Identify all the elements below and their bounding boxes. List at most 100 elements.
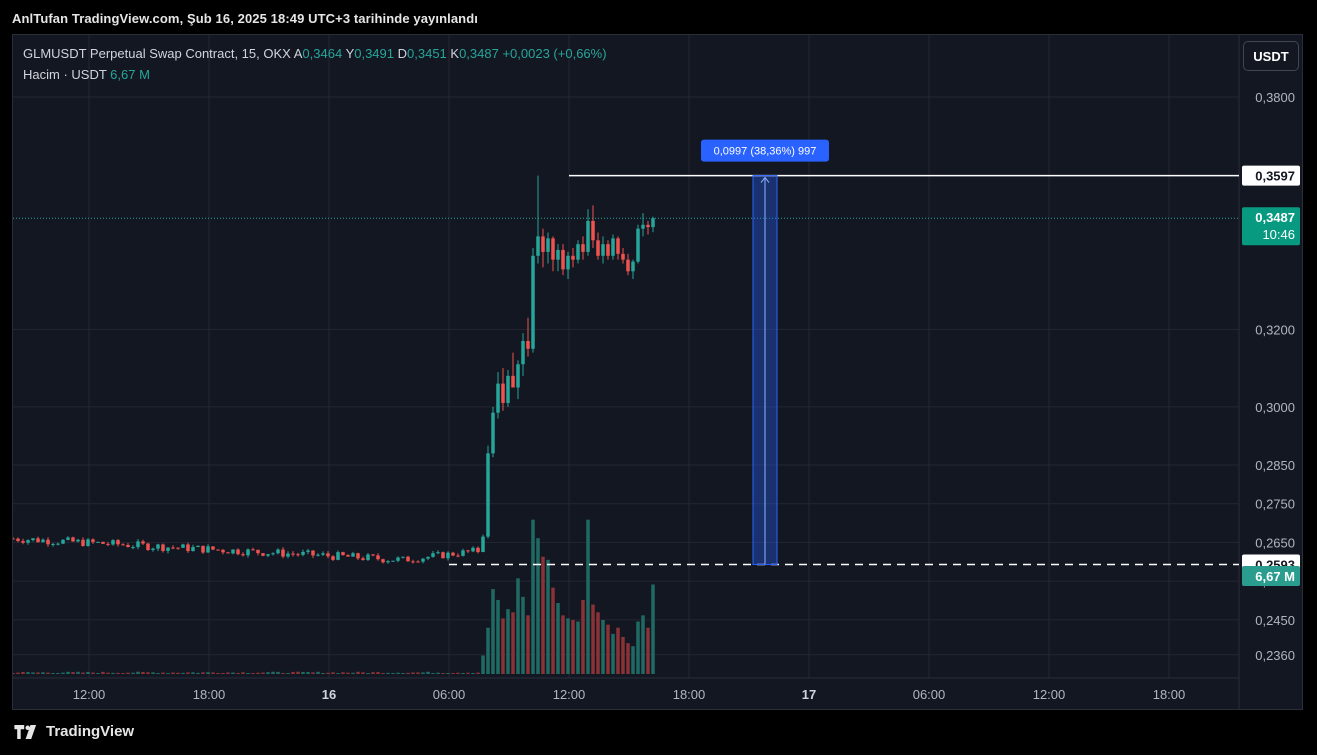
chart-frame[interactable]: 0,0997 (38,36%) 997 0,3800 0,3200 0,3000 0,2… bbox=[12, 34, 1303, 710]
volume-bar bbox=[306, 672, 310, 674]
candle-body bbox=[606, 244, 610, 256]
volume-legend: Hacim · USDT 6,67 M bbox=[23, 67, 150, 82]
volume-bar bbox=[556, 603, 560, 674]
candle-body bbox=[16, 538, 20, 542]
volume-bar bbox=[461, 673, 465, 674]
candle-body bbox=[286, 553, 290, 557]
candle-body bbox=[251, 549, 255, 551]
volume-bar bbox=[436, 672, 440, 674]
candle-body bbox=[231, 549, 235, 554]
open-label: A bbox=[293, 46, 303, 61]
volume-bar bbox=[146, 672, 150, 674]
candle-body bbox=[186, 544, 190, 552]
volume-bar bbox=[41, 672, 45, 674]
candle-body bbox=[321, 553, 325, 555]
time-tick-label: 06:00 bbox=[913, 687, 946, 702]
volume-bar bbox=[636, 621, 640, 674]
candle-body bbox=[106, 543, 110, 545]
candle-body bbox=[126, 544, 130, 548]
symbol-title[interactable]: GLMUSDT Perpetual Swap Contract, 15, OKX bbox=[23, 46, 291, 61]
candle-body bbox=[461, 550, 465, 556]
volume-bar bbox=[106, 672, 110, 674]
volume-bar bbox=[516, 578, 520, 674]
candle-body bbox=[166, 547, 170, 551]
volume-bar bbox=[586, 519, 590, 674]
volume-bar bbox=[546, 559, 550, 674]
footer-brand[interactable]: TradingView bbox=[14, 723, 134, 740]
candle-body bbox=[36, 538, 40, 543]
currency-button[interactable]: USDT bbox=[1243, 41, 1299, 71]
time-tick-label: 06:00 bbox=[433, 687, 466, 702]
candle-body bbox=[571, 255, 575, 260]
volume-bar bbox=[596, 612, 600, 674]
candle-body bbox=[191, 547, 195, 552]
high-value: 0,3491 bbox=[354, 46, 394, 61]
candle-body bbox=[566, 255, 570, 270]
measure-top-price-badge-bg bbox=[1242, 165, 1300, 186]
candle-body bbox=[396, 557, 400, 561]
time-tick-label: 12:00 bbox=[1033, 687, 1066, 702]
candle-body bbox=[501, 383, 505, 403]
current-price-badge-bg bbox=[1242, 207, 1300, 246]
volume-label[interactable]: Hacim · USDT bbox=[23, 67, 107, 82]
candle-body bbox=[176, 547, 180, 549]
candle-body bbox=[66, 537, 70, 540]
candle-body bbox=[146, 543, 150, 550]
candle-body bbox=[441, 552, 445, 559]
volume-bar bbox=[646, 627, 650, 674]
candle-body bbox=[486, 453, 490, 537]
candle-body bbox=[121, 544, 125, 546]
volume-bar bbox=[281, 672, 285, 674]
open-value: 0,3464 bbox=[302, 46, 343, 61]
candle-body bbox=[366, 554, 370, 560]
candle-body bbox=[551, 238, 555, 260]
candle-body bbox=[151, 548, 155, 550]
volume-bar bbox=[601, 619, 605, 674]
price-tick-label: 0,3800 bbox=[1255, 90, 1295, 105]
volume-bar bbox=[61, 672, 65, 674]
candle-body bbox=[416, 561, 420, 563]
time-tick-label: 12:00 bbox=[73, 687, 106, 702]
volume-bar bbox=[181, 672, 185, 674]
volume-bar bbox=[36, 672, 40, 674]
candle-body bbox=[206, 546, 210, 553]
measure-top-price-badge: 0,3597 bbox=[1255, 169, 1295, 184]
volume-bar bbox=[496, 599, 500, 674]
candle-body bbox=[261, 553, 265, 556]
volume-bar bbox=[451, 673, 455, 674]
candle-body bbox=[636, 228, 640, 262]
volume-bar bbox=[191, 672, 195, 674]
volume-bar bbox=[386, 672, 390, 674]
volume-bar bbox=[616, 627, 620, 674]
candle-body bbox=[136, 541, 140, 548]
candle-body bbox=[246, 549, 250, 556]
candle-body bbox=[516, 364, 520, 388]
candle-body bbox=[341, 552, 345, 556]
volume-bar bbox=[411, 672, 415, 674]
volume-bar bbox=[356, 671, 360, 674]
volume-bar bbox=[366, 673, 370, 674]
candle-body bbox=[456, 555, 460, 557]
candle-body bbox=[111, 540, 115, 545]
volume-bar bbox=[581, 599, 585, 674]
candle-body bbox=[101, 541, 105, 544]
candle-body bbox=[581, 244, 585, 252]
candle-body bbox=[476, 547, 480, 553]
volume-bar bbox=[421, 672, 425, 674]
candle-body bbox=[201, 545, 205, 553]
candle-body bbox=[241, 554, 245, 556]
candle-body bbox=[631, 261, 635, 272]
volume-bar bbox=[621, 636, 625, 674]
volume-bar bbox=[471, 673, 475, 674]
measure-info-box bbox=[701, 139, 829, 162]
price-tick-label: 0,3200 bbox=[1255, 322, 1295, 337]
candle-body bbox=[226, 552, 230, 554]
price-tick-label: 0,2450 bbox=[1255, 613, 1295, 628]
volume-bar bbox=[571, 619, 575, 674]
volume-bar bbox=[476, 672, 480, 674]
candle-body bbox=[431, 553, 435, 557]
candle-body bbox=[436, 552, 440, 554]
candle-body bbox=[216, 549, 220, 551]
price-chart[interactable]: 0,0997 (38,36%) 997 0,3800 0,3200 0,3000 0,2… bbox=[13, 35, 1302, 709]
time-tick-label: 16 bbox=[322, 687, 336, 702]
